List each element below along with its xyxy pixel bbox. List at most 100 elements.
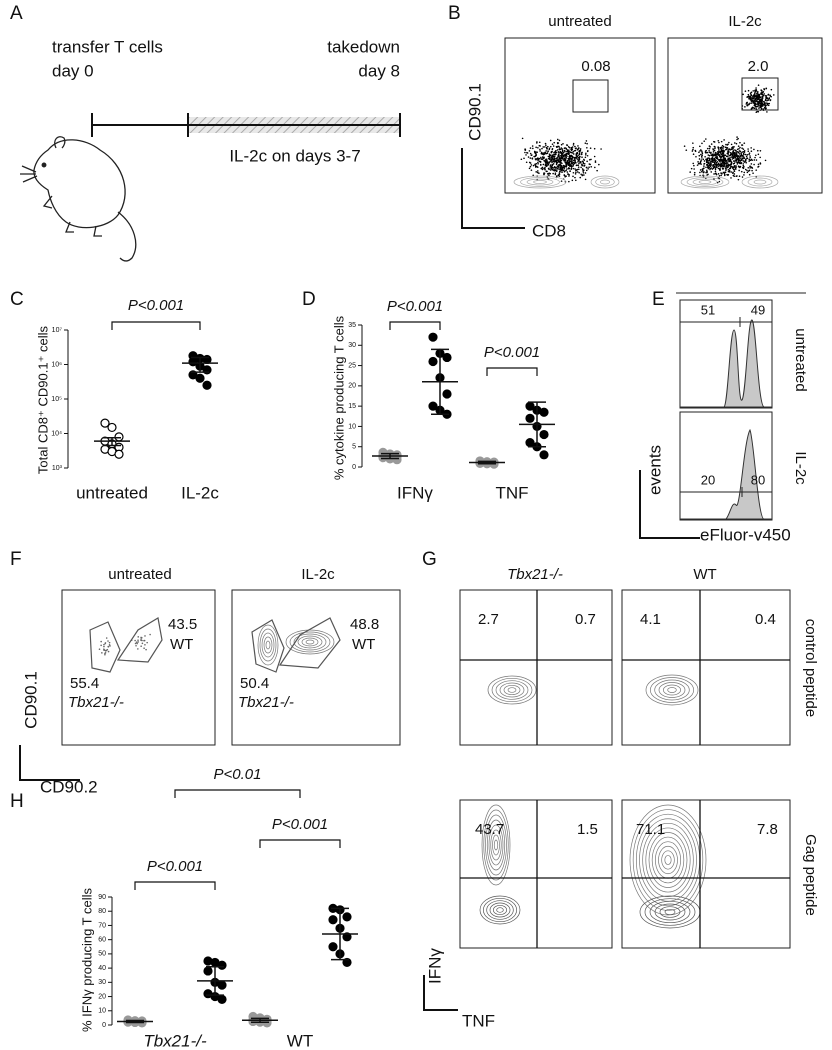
event-dot <box>729 154 732 156</box>
event-dot <box>572 159 575 162</box>
event-dot <box>760 89 763 92</box>
contour <box>483 809 509 881</box>
event-dot <box>736 157 739 159</box>
event-dot <box>536 171 539 174</box>
event-dot <box>760 92 762 94</box>
event-dot <box>745 101 748 104</box>
event-dot <box>723 139 725 141</box>
gate <box>572 79 609 113</box>
genotype-label: WT <box>693 566 716 583</box>
event-dot <box>104 653 106 656</box>
event-dot <box>555 170 558 173</box>
event-dot <box>538 141 541 144</box>
event-dot <box>541 167 543 169</box>
y-tick-label: 80 <box>98 908 106 915</box>
event-dot <box>730 177 732 179</box>
event-dot <box>577 156 579 159</box>
event-dot <box>752 95 755 97</box>
dot-plots: C Total CD8⁺ CD90.1⁺ cells 10³ 10⁴ 10⁵ 10⁶ 10⁷… <box>10 289 555 1050</box>
event-dot <box>738 147 740 150</box>
error-bar <box>431 348 449 416</box>
quadrant-value: 43.7 <box>475 821 504 838</box>
event-dot <box>560 169 563 171</box>
event-dot <box>717 162 720 165</box>
event-dot <box>722 155 725 158</box>
event-dot <box>571 158 574 160</box>
event-dot <box>755 169 758 171</box>
event-dot <box>756 110 758 113</box>
event-dot <box>593 155 596 158</box>
event-dot <box>699 171 701 174</box>
event-dot <box>574 159 576 161</box>
event-dot <box>545 164 547 167</box>
quadrant-value: 4.1 <box>640 611 661 628</box>
event-dot <box>720 147 723 149</box>
x-tick-label: WT <box>287 1031 313 1050</box>
event-dot <box>733 162 736 165</box>
event-dot <box>720 156 723 158</box>
gate-value: 2.0 <box>748 58 769 75</box>
event-dot <box>737 137 739 140</box>
event-dot <box>742 163 745 165</box>
contour <box>698 180 712 184</box>
event-dot <box>767 102 769 105</box>
event-dot <box>713 173 715 175</box>
event-dot <box>724 167 727 169</box>
contour <box>482 897 518 923</box>
event-dot <box>529 165 532 168</box>
event-dot <box>766 104 769 106</box>
event-dot <box>692 162 695 165</box>
y-tick-label: 5 <box>352 444 356 451</box>
event-dot <box>529 152 532 155</box>
event-dot <box>734 149 737 152</box>
event-dot <box>583 158 585 161</box>
event-dot <box>762 94 765 97</box>
event-dot <box>750 102 753 104</box>
data-point <box>539 429 549 440</box>
contour <box>488 824 504 866</box>
event-dot <box>538 157 541 160</box>
event-dot <box>768 102 771 105</box>
condition-label: untreated <box>108 566 171 583</box>
contour <box>479 895 521 925</box>
event-dot <box>556 141 559 144</box>
event-dot <box>562 158 564 160</box>
event-dot <box>572 171 575 174</box>
contour <box>499 682 525 698</box>
event-dot <box>598 163 600 166</box>
event-dot <box>762 103 765 106</box>
event-dot <box>710 171 713 173</box>
event-dot <box>767 104 770 107</box>
event-dot <box>738 175 741 178</box>
event-dot <box>579 176 582 179</box>
significance-bracket <box>389 321 441 330</box>
event-dot <box>764 94 767 97</box>
event-dot <box>700 163 702 165</box>
contour <box>289 631 331 653</box>
event-dot <box>756 149 759 152</box>
event-dot <box>556 169 558 171</box>
event-dot <box>753 148 755 151</box>
event-dot <box>600 148 602 150</box>
data-point <box>428 332 438 342</box>
event-dot <box>586 142 588 145</box>
event-dot <box>579 148 582 150</box>
event-dot <box>558 139 561 142</box>
event-dot <box>567 162 570 165</box>
condition-label: untreated <box>792 328 809 391</box>
event-dot <box>563 167 566 170</box>
event-dot <box>751 95 754 97</box>
event-dot <box>766 97 769 100</box>
event-dot <box>749 95 752 98</box>
event-dot <box>755 159 758 161</box>
contour <box>492 834 500 856</box>
event-dot <box>579 149 581 152</box>
event-dot <box>754 98 757 100</box>
event-dot <box>712 151 715 153</box>
event-dot <box>576 152 578 155</box>
event-dot <box>768 97 771 99</box>
event-dot <box>717 139 720 142</box>
event-dot <box>545 146 548 149</box>
event-dot <box>574 173 577 175</box>
